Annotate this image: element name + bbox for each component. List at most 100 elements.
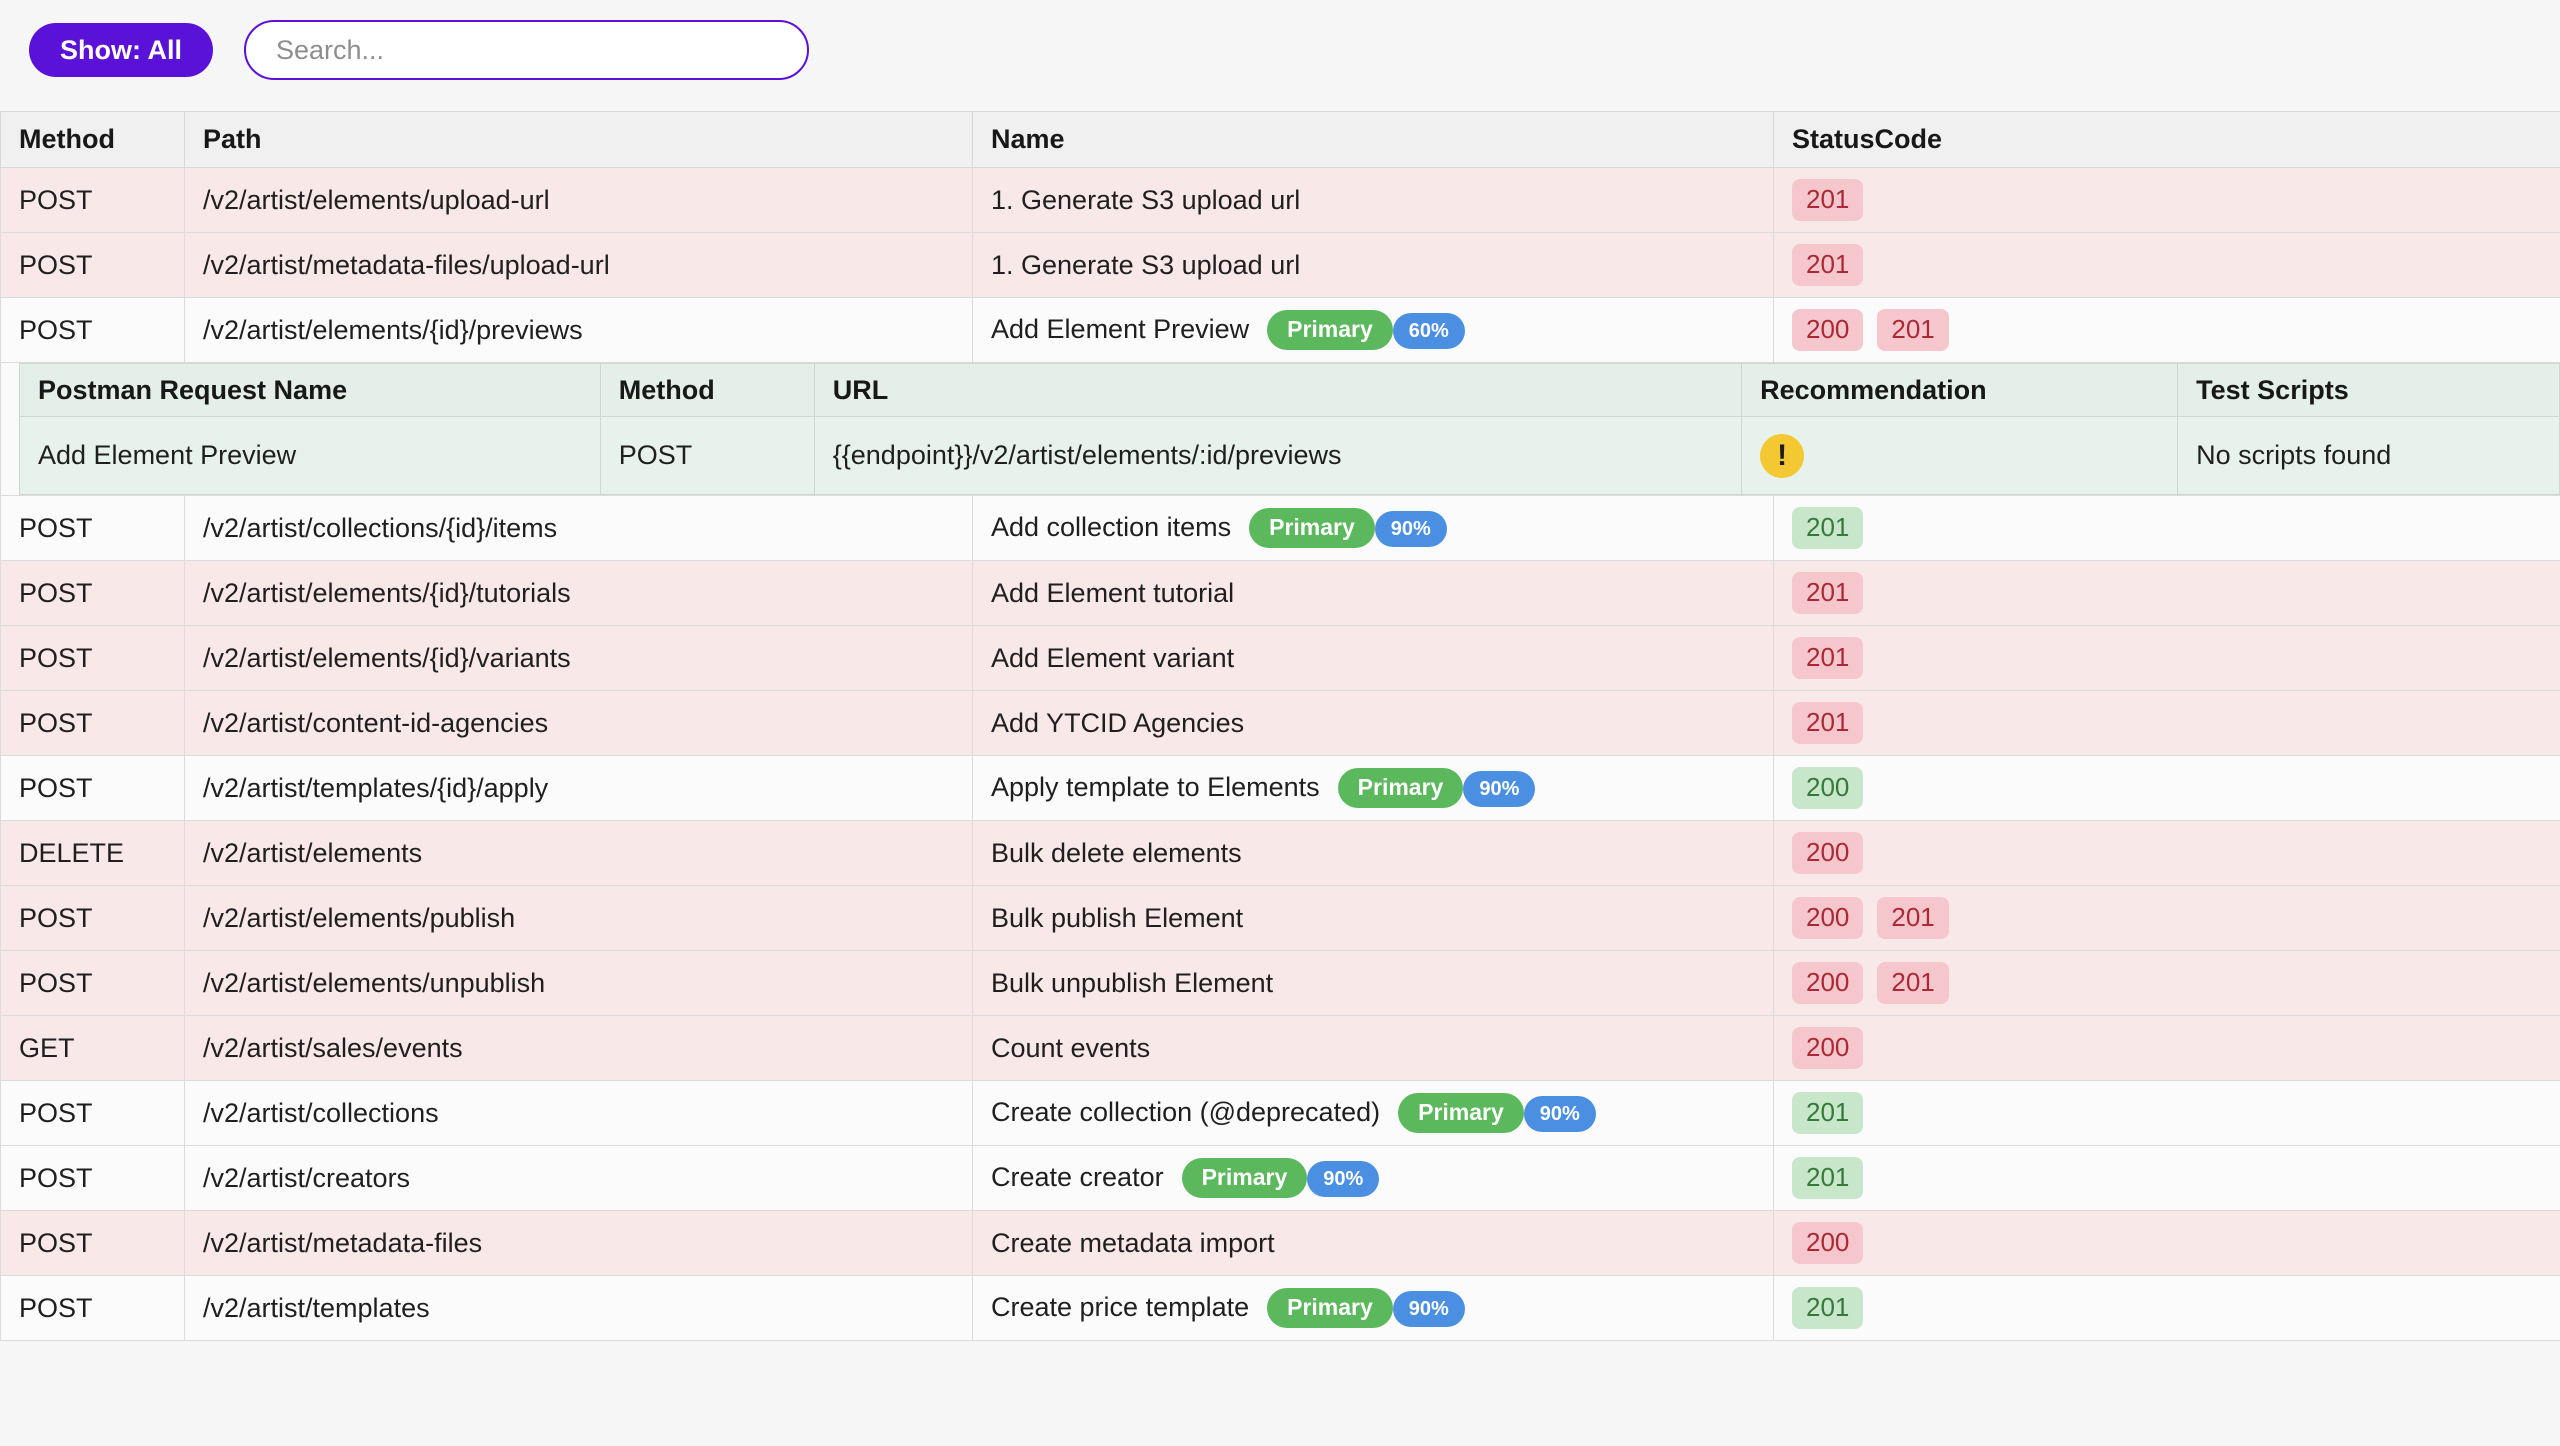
status-code-badge: 200 [1792,1027,1864,1069]
endpoint-row[interactable]: POST /v2/artist/elements/unpublish Bulk … [0,950,2560,1016]
endpoint-row[interactable]: POST /v2/artist/metadata-files/upload-ur… [0,232,2560,298]
request-name-cell: Add Element Preview [19,416,601,495]
status-code-badge: 201 [1792,1287,1864,1329]
path-cell: /v2/artist/elements/{id}/previews [184,297,973,363]
endpoint-row[interactable]: POST /v2/artist/elements/{id}/variants A… [0,625,2560,691]
status-cell: 200 [1773,1210,2560,1276]
column-header-detail-method: Method [599,363,815,417]
path-cell: /v2/artist/collections/{id}/items [184,495,973,561]
warning-exclamation-icon[interactable]: ! [1760,433,1805,478]
path-cell: /v2/artist/templates/{id}/apply [184,755,973,821]
endpoint-name: Add Element Preview [991,314,1250,345]
status-code-badge: 201 [1877,962,1949,1004]
status-cell: 201 [1773,232,2560,298]
status-cell: 201 [1773,167,2560,233]
status-code-badge: 201 [1792,637,1864,679]
status-cell: 201 [1773,1145,2560,1211]
method-cell: POST [0,495,185,561]
column-header-test-scripts: Test Scripts [2177,363,2560,417]
url-cell: {{endpoint}}/v2/artist/elements/:id/prev… [813,416,1743,495]
endpoint-name: Create creator [991,1162,1164,1193]
detail-data-row: Add Element Preview POST {{endpoint}}/v2… [19,416,2560,495]
status-cell: 201 [1773,495,2560,561]
primary-badge: Primary [1249,508,1375,548]
path-cell: /v2/artist/elements/upload-url [184,167,973,233]
status-code-badge: 200 [1792,309,1864,351]
status-code-badge: 201 [1792,1157,1864,1199]
path-cell: /v2/artist/creators [184,1145,973,1211]
method-cell: POST [0,1080,185,1146]
method-cell: POST [0,625,185,691]
column-header-request-name: Postman Request Name [19,363,601,417]
status-cell: 200 201 [1773,297,2560,363]
recommendation-cell: ! [1741,416,2179,495]
search-input[interactable] [244,20,809,80]
primary-badge: Primary [1267,310,1393,350]
postman-detail-table: Postman Request Name Method URL Recommen… [19,363,2560,495]
percent-badge: 90% [1463,771,1536,808]
endpoint-row[interactable]: POST /v2/artist/collections/{id}/items A… [0,495,2560,561]
status-code-badge: 200 [1792,1222,1864,1264]
path-cell: /v2/artist/elements [184,820,973,886]
status-cell: 201 [1773,625,2560,691]
percent-badge: 60% [1392,313,1465,350]
path-cell: /v2/artist/elements/{id}/variants [184,625,973,691]
status-code-badge: 201 [1877,309,1949,351]
status-code-badge: 201 [1792,179,1864,221]
endpoint-row[interactable]: POST /v2/artist/elements/{id}/previews A… [0,297,2560,363]
endpoint-row[interactable]: DELETE /v2/artist/elements Bulk delete e… [0,820,2560,886]
endpoint-name: Add Element variant [991,642,1235,673]
method-cell: POST [0,1210,185,1276]
column-header-name: Name [972,111,1774,168]
column-header-url: URL [813,363,1743,417]
primary-badge: Primary [1337,768,1464,808]
endpoint-name: 1. Generate S3 upload url [991,184,1301,215]
endpoint-row[interactable]: POST /v2/artist/content-id-agencies Add … [0,690,2560,756]
path-cell: /v2/artist/elements/publish [184,885,973,951]
path-cell: /v2/artist/metadata-files/upload-url [184,232,973,298]
status-cell: 200 [1773,755,2560,821]
status-code-badge: 201 [1792,702,1864,744]
percent-badge: 90% [1374,511,1447,548]
primary-badge: Primary [1267,1288,1393,1328]
endpoint-name: Bulk publish Element [991,902,1244,933]
endpoint-name: Add collection items [991,512,1232,543]
endpoint-row[interactable]: GET /v2/artist/sales/events Count events… [0,1015,2560,1081]
endpoint-row[interactable]: POST /v2/artist/templates Create price t… [0,1275,2560,1341]
status-cell: 200 201 [1773,950,2560,1016]
endpoint-row[interactable]: POST /v2/artist/elements/upload-url 1. G… [0,167,2560,233]
endpoint-name: Create collection (@deprecated) [991,1097,1381,1128]
endpoint-name: Create price template [991,1292,1250,1323]
method-cell: POST [0,885,185,951]
endpoint-row[interactable]: POST /v2/artist/collections Create colle… [0,1080,2560,1146]
method-cell: POST [0,950,185,1016]
badges: Primary 90% [1398,1093,1596,1133]
percent-badge: 90% [1523,1096,1596,1133]
endpoint-name: Count events [991,1032,1151,1063]
status-cell: 201 [1773,1080,2560,1146]
column-header-path: Path [184,111,973,168]
endpoint-row[interactable]: POST /v2/artist/templates/{id}/apply App… [0,755,2560,821]
test-scripts-cell: No scripts found [2177,416,2560,495]
badges: Primary 90% [1267,1288,1465,1328]
method-cell: POST [0,297,185,363]
endpoint-row[interactable]: POST /v2/artist/elements/publish Bulk pu… [0,885,2560,951]
path-cell: /v2/artist/content-id-agencies [184,690,973,756]
status-code-badge: 200 [1792,832,1864,874]
endpoint-name: Add Element tutorial [991,577,1235,608]
method-cell: POST [0,167,185,233]
endpoint-name: Bulk unpublish Element [991,967,1274,998]
badges: Primary 90% [1337,768,1536,808]
show-filter-button[interactable]: Show: All [29,23,213,77]
endpoint-row[interactable]: POST /v2/artist/elements/{id}/tutorials … [0,560,2560,626]
endpoint-row[interactable]: POST /v2/artist/creators Create creator … [0,1145,2560,1211]
badges: Primary 90% [1249,508,1447,548]
method-cell: POST [0,560,185,626]
path-cell: /v2/artist/templates [184,1275,973,1341]
method-cell: GET [0,1015,185,1081]
status-code-badge: 200 [1792,962,1864,1004]
badges: Primary 60% [1267,310,1465,350]
endpoint-name: 1. Generate S3 upload url [991,249,1301,280]
endpoint-row[interactable]: POST /v2/artist/metadata-files Create me… [0,1210,2560,1276]
method-cell: DELETE [0,820,185,886]
